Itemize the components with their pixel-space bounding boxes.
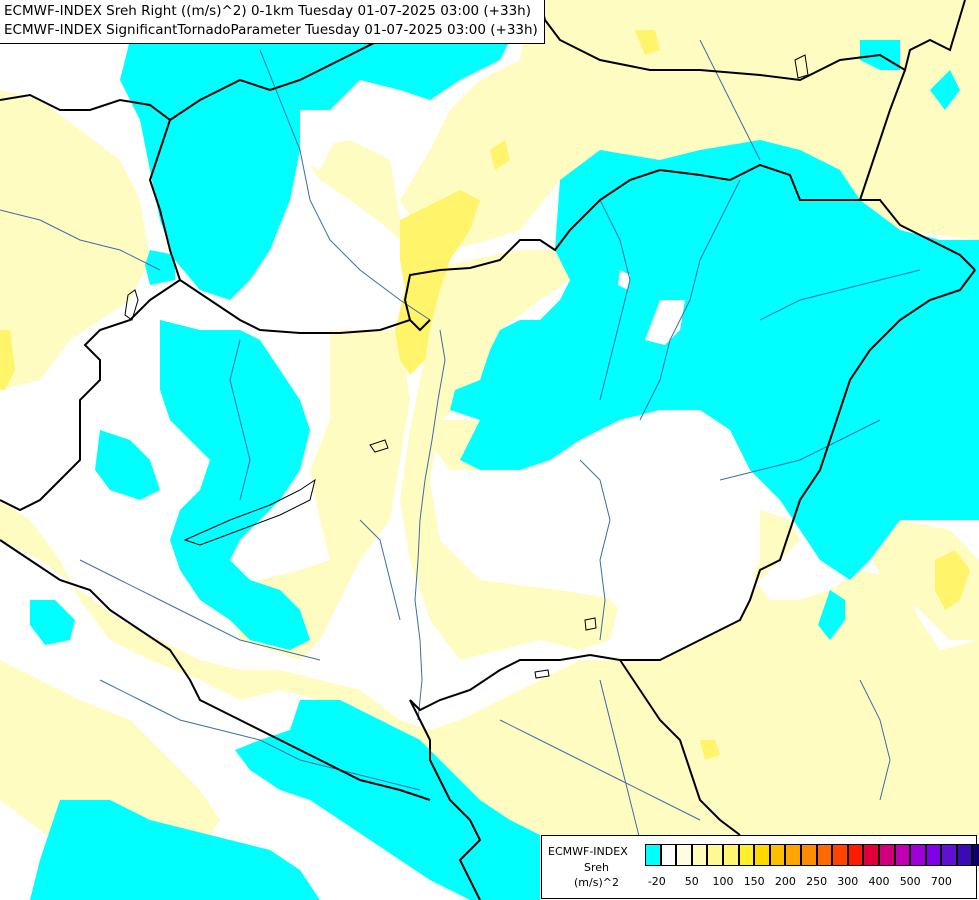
legend-swatch [660,844,677,866]
legend-tick-label: 200 [774,875,796,888]
legend-swatch [722,844,739,866]
legend-swatch [956,844,973,866]
legend-swatch [941,844,957,866]
legend-swatch [863,844,879,866]
map-title-box: ECMWF-INDEX Sreh Right ((m/s)^2) 0-1km T… [0,0,545,44]
neutral-pockets [300,110,760,620]
legend-tick-label: 100 [712,875,734,888]
legend-swatch [769,844,786,866]
legend-tick-label: 300 [837,875,859,888]
legend-param-label: Sreh [584,861,610,874]
legend-swatch [738,844,755,866]
legend-swatch [972,844,979,866]
legend-ticks: -20 50 100 150 200 250 300 400 500 700 [645,875,975,891]
legend-swatch [691,844,708,866]
rivers [0,39,921,841]
legend-swatch [645,844,661,866]
legend-swatch [676,844,692,866]
legend-swatches [645,844,979,866]
legend-swatch [832,844,848,866]
title-line-2: ECMWF-INDEX SignificantTornadoParameter … [4,22,538,38]
legend-swatch [785,844,801,866]
color-legend: ECMWF-INDEX Sreh (m/s)^2 -20 50 100 150 200 2… [541,835,979,899]
legend-swatch [910,844,926,866]
legend-swatch [878,844,895,866]
legend-tick-label: 50 [684,875,699,888]
legend-model-label: ECMWF-INDEX [548,845,628,858]
lakes [124,54,809,679]
legend-tick-label: -20 [647,875,666,888]
legend-swatch [800,844,817,866]
legend-tick-label: 250 [806,875,828,888]
title-line-1: ECMWF-INDEX Sreh Right ((m/s)^2) 0-1km T… [4,3,531,19]
legend-tick-label: 400 [868,875,890,888]
legend-swatch [847,844,864,866]
negative-helicity-areas [30,0,979,900]
legend-swatch [894,844,911,866]
legend-swatch [707,844,723,866]
legend-tick-label: 150 [743,875,765,888]
legend-tick-label: 500 [899,875,921,888]
legend-swatch [754,844,770,866]
legend-unit-label: (m/s)^2 [574,876,619,889]
legend-swatch [816,844,833,866]
legend-tick-label: 700 [930,875,952,888]
legend-swatch [925,844,942,866]
moderate-helicity-areas [0,30,970,760]
